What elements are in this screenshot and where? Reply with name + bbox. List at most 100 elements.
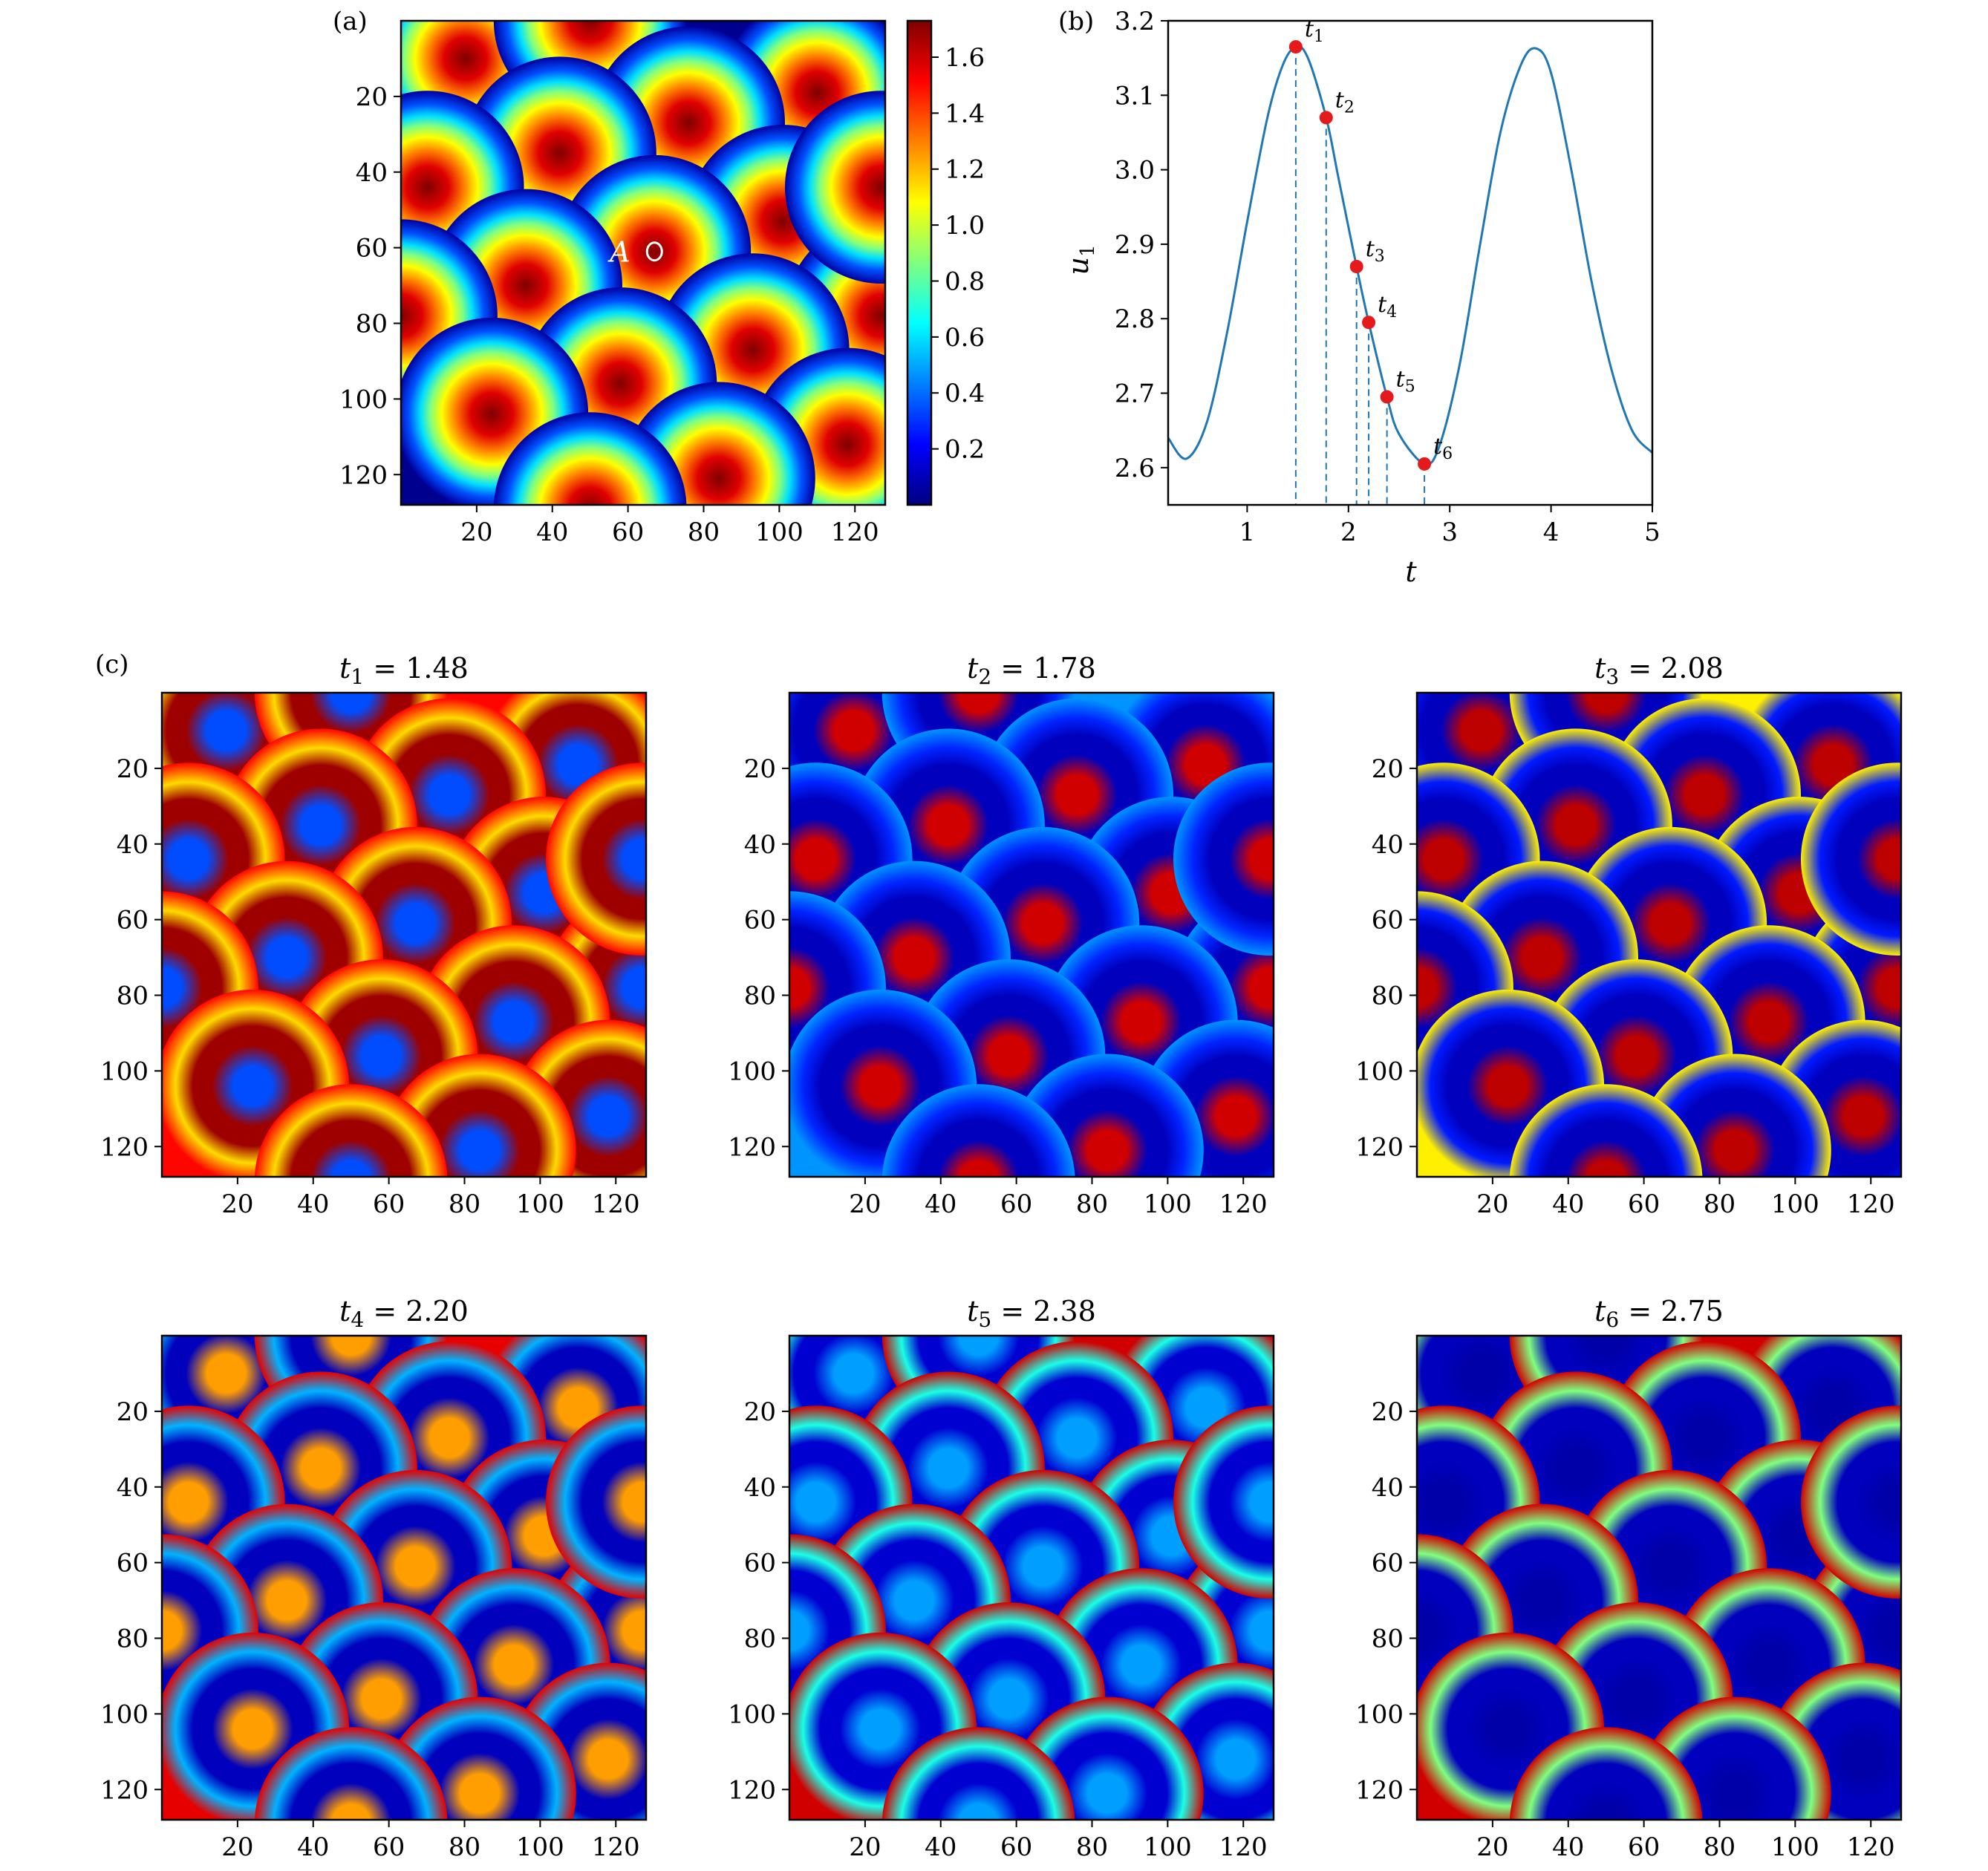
panel-a-ytick-label: 60 [356,234,388,264]
snapshot-4-xtick-label: 120 [592,1832,640,1862]
snapshot-6-ytick-label: 100 [1355,1699,1404,1729]
marker-label-t5: t5 [1396,367,1415,396]
marker-label-t4: t4 [1378,292,1397,321]
snapshot-5-frame [788,1334,1275,1821]
snapshot-3-frame [1415,691,1903,1178]
panel-b-frame [1167,19,1654,506]
snapshot-3-ytick-label: 120 [1355,1132,1404,1162]
point-a-label: A [607,236,630,269]
panel-c-label: (c) [95,650,129,679]
snapshot-2-ytick-label: 40 [744,830,776,860]
panel-b-ytick-label: 3.1 [1115,81,1155,111]
snapshot-5: 20 40 60 80 100 120 20 40 60 80 100 120 t5 = 2.38 [728,1295,1275,1862]
snapshot-5-xtick-label: 40 [925,1832,956,1862]
snapshot-6-xtick-label: 40 [1552,1832,1584,1862]
panel-b-ytick-label: 2.6 [1115,454,1155,483]
panel-b-ytick-label: 2.8 [1115,304,1155,334]
snapshot-1-ytick-label: 100 [100,1057,149,1086]
snapshot-6-xtick-label: 60 [1628,1832,1660,1862]
snapshot-5-ytick-label: 80 [744,1625,776,1654]
panel-c-snapshots: 20 40 60 80 100 120 20 40 60 80 100 120 t1 = 1.48 20 4… [100,652,1903,1862]
panel-b-xtick-label: 4 [1543,517,1560,547]
panel-b-ytick-label: 3.2 [1115,7,1155,36]
snapshot-2-xtick-label: 40 [925,1189,956,1219]
panel-a-spot [493,412,687,505]
colorbar-tick-label: 0.8 [945,267,985,296]
snapshot-6: 20 40 60 80 100 120 20 40 60 80 100 120 t6 = 2.75 [1355,1295,1903,1862]
snapshot-6-spot [1801,1405,1901,1599]
snapshot-title-3: t3 = 2.08 [1594,652,1724,689]
snapshot-2-xtick-label: 60 [1000,1189,1032,1219]
marker-t6 [1418,457,1432,471]
snapshot-1-ytick-label: 40 [117,830,149,860]
snapshot-4-xtick-label: 40 [297,1832,329,1862]
snapshot-3-xtick-label: 80 [1704,1189,1736,1219]
snapshot-5-xtick-label: 100 [1144,1832,1192,1862]
ylabel-main: u [1062,257,1095,275]
snapshot-4-xtick-label: 20 [221,1832,253,1862]
marker-t2 [1319,111,1333,125]
panel-b-xlabel: t [1405,555,1417,588]
marker-t4 [1362,316,1376,330]
panel-a-xtick-label: 80 [688,517,720,547]
snapshot-2-ytick-label: 80 [744,982,776,1011]
snapshot-4-xtick-label: 100 [516,1832,564,1862]
panel-a-label: (a) [333,7,368,36]
snapshot-4-ytick-label: 40 [117,1473,149,1503]
snapshot-1-xtick-label: 120 [592,1189,640,1219]
panel-a-colorbar: 0.2 0.4 0.6 0.8 1.0 1.2 1.4 1.6 [906,19,985,506]
panel-a-xtick-label: 20 [460,517,492,547]
snapshot-1-xtick-label: 40 [297,1189,329,1219]
svg-text:u1: u1 [1062,244,1099,275]
snapshot-1-ytick-label: 120 [100,1132,149,1162]
snapshot-5-ytick-label: 60 [744,1549,776,1578]
snapshot-4-ytick-label: 120 [100,1775,149,1805]
snapshot-3-ytick-label: 20 [1372,754,1404,784]
snapshot-3-ytick-label: 40 [1372,830,1404,860]
snapshot-5-spot [881,1727,1075,1820]
panel-a-xtick-label: 40 [536,517,568,547]
snapshot-3-xtick-label: 100 [1771,1189,1819,1219]
colorbar-tick-label: 1.4 [945,99,985,128]
snapshot-6-ytick-label: 80 [1372,1625,1404,1654]
marker-label-t3: t3 [1366,236,1385,266]
panel-a-ytick-label: 80 [356,310,388,339]
panel-a-xtick-label: 120 [831,517,879,547]
snapshot-3-spot [1801,763,1901,956]
snapshot-4-frame [160,1334,648,1821]
panel-b-ytick-label: 3.0 [1115,156,1155,186]
snapshot-3-xtick-label: 40 [1552,1189,1584,1219]
marker-t5 [1380,390,1394,404]
colorbar-tick-label: 1.6 [945,43,985,73]
snapshot-4-spot [254,1727,448,1820]
snapshot-title-2: t2 = 1.78 [967,652,1096,689]
snapshot-1-ytick-label: 60 [117,906,149,936]
snapshot-3-ytick-label: 80 [1372,982,1404,1011]
snapshot-6-ytick-label: 40 [1372,1473,1404,1503]
snapshot-4-ytick-label: 60 [117,1549,149,1578]
snapshot-title-6: t6 = 2.75 [1594,1295,1724,1332]
panel-a-ytick-label: 100 [339,385,388,414]
snapshot-3-xtick-label: 120 [1847,1189,1895,1219]
colorbar-tick-label: 1.0 [945,211,985,241]
panel-c: (c) 20 40 60 80 100 120 20 40 60 80 100 120 t1 = 1.4… [95,650,1903,1862]
colorbar-gradient [906,19,933,506]
snapshot-5-xtick-label: 80 [1076,1832,1108,1862]
snapshot-title-4: t4 = 2.20 [339,1295,469,1332]
marker-t3 [1349,260,1363,274]
snapshot-5-ytick-label: 20 [744,1397,776,1427]
snapshot-2-spot [1173,763,1274,956]
panel-a-ytick-label: 40 [356,158,388,188]
snapshot-6-spot [1509,1727,1703,1820]
snapshot-6-xtick-label: 80 [1704,1832,1736,1862]
snapshot-3-ytick-label: 60 [1372,906,1404,936]
snapshot-6-frame [1415,1334,1903,1821]
panel-a-xtick-label: 60 [612,517,644,547]
snapshot-2-frame [788,691,1275,1178]
panel-a-ytick-label: 20 [356,82,388,112]
panel-b-ytick-label: 2.7 [1115,379,1155,409]
snapshot-4-xtick-label: 80 [449,1832,480,1862]
snapshot-6-ytick-label: 60 [1372,1549,1404,1578]
